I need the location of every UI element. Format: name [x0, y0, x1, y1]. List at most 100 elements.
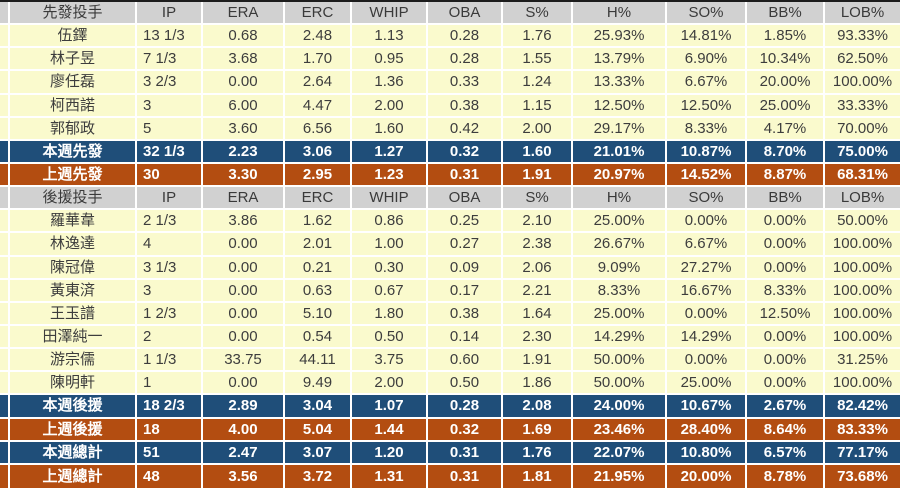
- summary-stat-cell: 8.64%: [747, 418, 825, 442]
- summary-stat-cell: 1.23: [352, 163, 428, 188]
- stat-cell: 3.68: [203, 48, 285, 72]
- stat-cell: 2: [137, 325, 203, 350]
- stat-cell: 1.64: [503, 302, 573, 326]
- stat-cell: 14.29%: [573, 325, 667, 350]
- summary-label: 本週總計: [10, 441, 137, 465]
- stat-cell: 4.47: [285, 94, 352, 118]
- pitcher-name: 羅華韋: [10, 210, 137, 234]
- pitcher-name: 郭郁政: [10, 117, 137, 141]
- pitcher-row: 郭郁政 5 3.60 6.56 1.60 0.42 2.00 29.17% 8.33% 4.17%…: [0, 117, 900, 141]
- pitcher-row: 黃東済 3 0.00 0.63 0.67 0.17 2.21 8.33% 16.67% 8.33%…: [0, 279, 900, 303]
- stat-cell: 2.64: [285, 71, 352, 95]
- stat-cell: 0.00%: [747, 325, 825, 350]
- stat-cell: 1.36: [352, 71, 428, 95]
- summary-stat-cell: 51: [137, 441, 203, 465]
- summary-stat-cell: 75.00%: [825, 140, 900, 164]
- stat-cell: 13 1/3: [137, 25, 203, 49]
- stat-cell: 25.00%: [573, 210, 667, 234]
- stat-cell: 3.86: [203, 210, 285, 234]
- summary-row: 本週總計 51 2.47 3.07 1.20 0.31 1.76 22.07% 10.80% 6.…: [0, 441, 900, 465]
- stat-cell: 100.00%: [825, 325, 900, 350]
- pitcher-name: 廖任磊: [10, 71, 137, 95]
- stat-cell: 0.42: [428, 117, 503, 141]
- column-header: LOB%: [825, 187, 900, 211]
- stat-cell: 100.00%: [825, 279, 900, 303]
- stat-cell: 1.85%: [747, 25, 825, 49]
- stat-cell: 100.00%: [825, 302, 900, 326]
- stat-cell: 25.00%: [747, 94, 825, 118]
- stat-cell: 1.62: [285, 210, 352, 234]
- summary-row: 上週總計 48 3.56 3.72 1.31 0.31 1.81 21.95% 20.00% 8.…: [0, 464, 900, 488]
- summary-stat-cell: 2.08: [503, 395, 573, 419]
- stat-cell: 0.38: [428, 94, 503, 118]
- stat-cell: 1.76: [503, 25, 573, 49]
- stat-cell: 0.00: [203, 302, 285, 326]
- summary-label: 本週先發: [10, 140, 137, 164]
- row-edge-sliver: [0, 117, 10, 141]
- summary-stat-cell: 18 2/3: [137, 395, 203, 419]
- stat-cell: 0.00: [203, 71, 285, 95]
- stat-cell: 62.50%: [825, 48, 900, 72]
- summary-stat-cell: 1.91: [503, 163, 573, 188]
- stat-cell: 6.67%: [667, 71, 747, 95]
- stat-cell: 25.93%: [573, 25, 667, 49]
- stat-cell: 0.17: [428, 279, 503, 303]
- stat-cell: 14.29%: [667, 325, 747, 350]
- pitcher-row: 林子昱 7 1/3 3.68 1.70 0.95 0.28 1.55 13.79% 6.90% 1…: [0, 48, 900, 72]
- stat-cell: 0.25: [428, 210, 503, 234]
- summary-stat-cell: 10.87%: [667, 140, 747, 164]
- summary-stat-cell: 77.17%: [825, 441, 900, 465]
- stat-cell: 3.60: [203, 117, 285, 141]
- summary-stat-cell: 3.72: [285, 464, 352, 488]
- column-header: ERA: [203, 187, 285, 211]
- row-edge-sliver: [0, 418, 10, 442]
- stat-cell: 0.50: [428, 372, 503, 396]
- summary-stat-cell: 3.07: [285, 441, 352, 465]
- stat-cell: 2.21: [503, 279, 573, 303]
- summary-stat-cell: 5.04: [285, 418, 352, 442]
- pitcher-row: 陳冠偉 3 1/3 0.00 0.21 0.30 0.09 2.06 9.09% 27.27% 0…: [0, 256, 900, 280]
- section-header-label: 後援投手: [10, 187, 137, 211]
- stat-cell: 12.50%: [573, 94, 667, 118]
- stat-cell: 10.34%: [747, 48, 825, 72]
- summary-stat-cell: 6.57%: [747, 441, 825, 465]
- stat-cell: 1 2/3: [137, 302, 203, 326]
- summary-row: 上週後援 18 4.00 5.04 1.44 0.32 1.69 23.46% 28.40% 8.…: [0, 418, 900, 442]
- column-header: BB%: [747, 187, 825, 211]
- summary-stat-cell: 82.42%: [825, 395, 900, 419]
- row-edge-sliver: [0, 163, 10, 188]
- section-header-row: 後援投手 IP ERA ERC WHIP OBA S% H% SO% BB% LOB%: [0, 187, 900, 211]
- pitcher-row: 田澤純一 2 0.00 0.54 0.50 0.14 2.30 14.29% 14.29% 0.0…: [0, 325, 900, 350]
- row-edge-sliver: [0, 187, 10, 211]
- summary-stat-cell: 22.07%: [573, 441, 667, 465]
- summary-stat-cell: 2.95: [285, 163, 352, 188]
- row-edge-sliver: [0, 441, 10, 465]
- stat-cell: 13.79%: [573, 48, 667, 72]
- stat-cell: 2.00: [503, 117, 573, 141]
- stat-cell: 0.33: [428, 71, 503, 95]
- stat-cell: 3 1/3: [137, 256, 203, 280]
- summary-stat-cell: 10.67%: [667, 395, 747, 419]
- summary-stat-cell: 1.69: [503, 418, 573, 442]
- stat-cell: 2.00: [352, 94, 428, 118]
- stat-cell: 26.67%: [573, 233, 667, 257]
- stat-cell: 100.00%: [825, 372, 900, 396]
- summary-label: 本週後援: [10, 395, 137, 419]
- summary-stat-cell: 8.70%: [747, 140, 825, 164]
- row-edge-sliver: [0, 25, 10, 49]
- stat-cell: 1.00: [352, 233, 428, 257]
- row-edge-sliver: [0, 325, 10, 350]
- stat-cell: 2.38: [503, 233, 573, 257]
- stat-cell: 0.54: [285, 325, 352, 350]
- summary-stat-cell: 73.68%: [825, 464, 900, 488]
- row-edge-sliver: [0, 256, 10, 280]
- summary-stat-cell: 0.32: [428, 140, 503, 164]
- stat-cell: 0.00: [203, 372, 285, 396]
- column-header: SO%: [667, 2, 747, 26]
- stat-cell: 0.00%: [747, 372, 825, 396]
- column-header: H%: [573, 187, 667, 211]
- summary-stat-cell: 14.52%: [667, 163, 747, 188]
- summary-stat-cell: 28.40%: [667, 418, 747, 442]
- stat-cell: 1.60: [352, 117, 428, 141]
